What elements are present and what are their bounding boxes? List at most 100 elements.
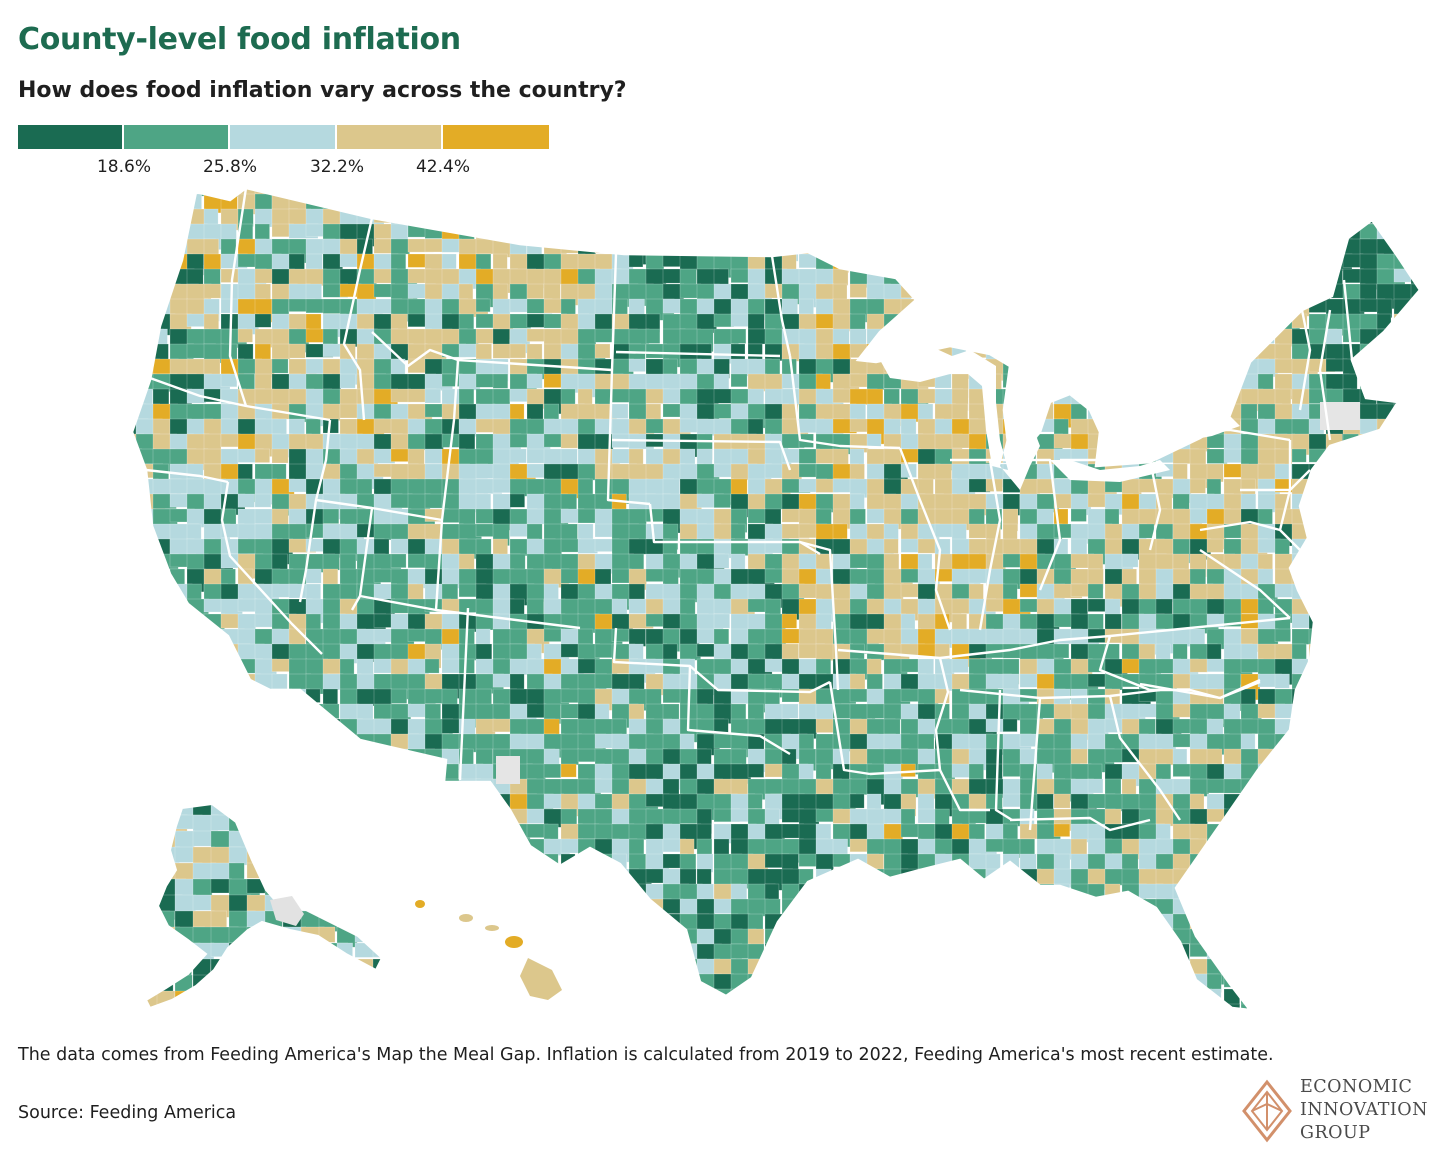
county-cell-4364: [1376, 1003, 1403, 1010]
alaska-cell-147: [264, 958, 284, 979]
county-cell-3664: [1410, 868, 1420, 886]
county-cell-3525: [373, 853, 394, 876]
county-cell-3787: [849, 898, 870, 926]
county-cell-1404: [132, 448, 142, 474]
county-cell-176: [458, 208, 482, 225]
county-cell-2413: [1359, 628, 1383, 644]
county-cell-283: [951, 223, 982, 245]
county-cell-3364: [288, 823, 313, 848]
county-cell-354: [832, 238, 859, 257]
county-cell-3979: [135, 943, 164, 962]
county-cell-3867: [883, 913, 906, 940]
county-cell-504: [730, 268, 751, 283]
county-cell-2648: [1376, 673, 1394, 692]
county-cell-997: [1155, 358, 1184, 383]
county-cell-1985: [713, 553, 730, 569]
county-cell-100: [492, 193, 508, 214]
county-cell-546: [132, 283, 147, 298]
county-cell-2968: [186, 748, 217, 770]
county-cell-3190: [1308, 778, 1334, 795]
county-cell-3957: [1087, 928, 1108, 953]
county-cell-3529: [441, 853, 469, 881]
county-cell-4328: [764, 1003, 784, 1010]
county-cell-2509: [339, 658, 355, 676]
county-cell-3502: [1308, 838, 1328, 863]
alaska-cell-186: [210, 1006, 239, 1008]
alaska-cell-13: [372, 804, 382, 823]
county-cell-4117: [1155, 958, 1175, 980]
county-cell-3574: [1206, 853, 1229, 870]
county-cell-2435: [407, 643, 428, 662]
county-cell-4359: [1291, 1003, 1316, 1010]
county-cell-2582: [254, 673, 275, 698]
county-cell-4176: [832, 973, 851, 993]
county-cell-74: [1376, 188, 1395, 193]
county-cell-3792: [934, 898, 957, 918]
county-cell-1400: [1376, 433, 1396, 455]
county-cell-1461: [1087, 448, 1112, 465]
county-cell-4290: [132, 1003, 146, 1010]
county-cell-1231: [1155, 403, 1183, 428]
county-cell-1868: [1376, 523, 1401, 542]
county-cell-1385: [1121, 433, 1150, 451]
county-cell-3788: [866, 898, 895, 919]
county-cell-3614: [560, 868, 591, 885]
county-cell-1944: [1342, 538, 1364, 555]
county-cell-3662: [1376, 868, 1394, 887]
county-cell-1815: [475, 523, 496, 537]
county-cell-4208: [1376, 973, 1395, 995]
county-cell-290: [1070, 223, 1100, 244]
alaska-cell-83: [372, 878, 382, 904]
county-cell-4156: [492, 973, 512, 998]
county-cell-3784: [798, 898, 821, 922]
county-cell-3846: [526, 913, 552, 934]
county-cell-442: [1002, 253, 1019, 275]
county-cell-3943: [849, 928, 875, 944]
county-cell-3870: [934, 913, 953, 939]
county-cell-4051: [1359, 943, 1389, 968]
hawaii-island-molokai: [485, 925, 499, 931]
county-cell-4087: [645, 958, 662, 974]
county-cell-2771: [815, 703, 835, 721]
county-cell-201: [883, 208, 912, 232]
county-cell-685: [1155, 298, 1180, 313]
county-cell-2879: [1325, 718, 1342, 733]
county-cell-1071: [1087, 373, 1109, 401]
county-cell-2301: [781, 613, 797, 629]
county-cell-1716: [132, 508, 135, 535]
county-cell-3958: [1104, 928, 1128, 947]
county-cell-3602: [356, 868, 379, 891]
county-cell-4044: [1240, 943, 1264, 964]
county-cell-1013: [1428, 359, 1445, 374]
county-cell-48: [934, 188, 952, 204]
county-cell-623: [1428, 284, 1455, 309]
county-cell-390: [132, 253, 143, 279]
county-cell-633: [271, 298, 290, 315]
county-cell-2990: [560, 748, 579, 766]
county-cell-2343: [169, 628, 199, 654]
county-cell-547: [135, 283, 154, 304]
county-cell-264: [628, 223, 657, 244]
county-cell-1632: [1342, 478, 1370, 503]
county-cell-445: [1053, 253, 1075, 271]
county-cell-3450: [424, 838, 445, 864]
county-cell-3188: [1274, 778, 1295, 797]
county-cell-2888: [152, 733, 173, 755]
county-cell-2970: [220, 748, 251, 764]
county-cell-519: [985, 268, 1001, 291]
county-cell-3265: [1257, 793, 1281, 815]
county-cell-3646: [1104, 868, 1124, 886]
county-cell-4347: [1087, 1003, 1117, 1010]
county-cell-1074: [1138, 373, 1154, 390]
county-cell-1933: [1155, 538, 1174, 556]
county-cell-3811: [1257, 898, 1273, 919]
county-cell-4130: [1376, 958, 1400, 985]
county-cell-1559: [1428, 464, 1444, 479]
alaska-cell-175: [264, 990, 296, 1008]
county-cell-95: [407, 193, 426, 220]
county-cell-304: [1308, 223, 1337, 243]
alaska-cell-122: [318, 926, 336, 943]
county-cell-4218: [220, 988, 236, 1010]
county-cell-2501: [203, 658, 227, 680]
county-cell-1789: [1359, 508, 1379, 531]
